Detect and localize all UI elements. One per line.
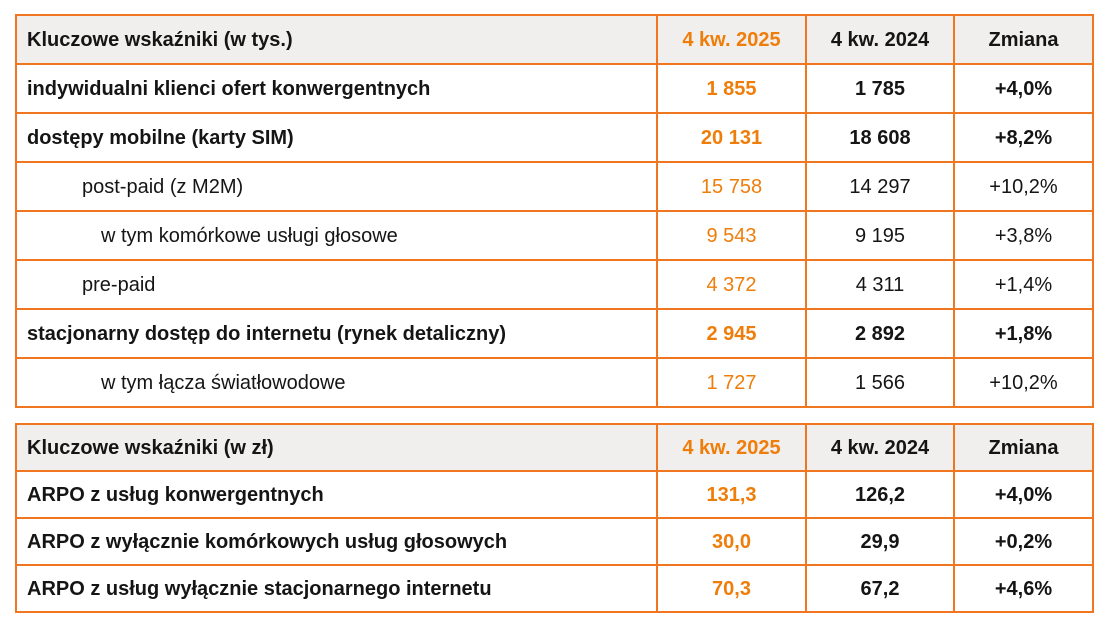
column-header-change: Zmiana [953,425,1092,470]
table-row: dostępy mobilne (karty SIM) 20 131 18 60… [17,112,1092,161]
column-header-4q2024: 4 kw. 2024 [805,425,953,470]
value-2025: 15 758 [656,163,805,210]
row-label: post-paid (z M2M) [82,175,244,198]
table-row: w tym komórkowe usługi głosowe 9 543 9 1… [17,210,1092,259]
value-change: +10,2% [953,359,1092,406]
table-row: ARPO z usług konwergentnych 131,3 126,2 … [17,470,1092,517]
value-2024: 29,9 [805,519,953,564]
row-label: ARPO z usług konwergentnych [27,483,324,506]
value-change: +4,0% [953,472,1092,517]
column-header-4q2024: 4 kw. 2024 [805,16,953,63]
value-change: +0,2% [953,519,1092,564]
kpi-table-thousands: Kluczowe wskaźniki (w tys.) 4 kw. 2025 4… [15,14,1094,408]
value-2025: 4 372 [656,261,805,308]
row-label: indywidualni klienci ofert konwergentnyc… [27,77,431,100]
value-change: +8,2% [953,114,1092,161]
value-2024: 14 297 [805,163,953,210]
column-header-indicators: Kluczowe wskaźniki (w zł) [17,425,656,470]
value-2025: 1 727 [656,359,805,406]
row-label: w tym łącza światłowodowe [101,371,346,394]
value-2024: 1 566 [805,359,953,406]
value-change: +4,0% [953,65,1092,112]
value-change: +3,8% [953,212,1092,259]
table-header-row: Kluczowe wskaźniki (w zł) 4 kw. 2025 4 k… [17,425,1092,470]
value-2024: 67,2 [805,566,953,611]
value-change: +10,2% [953,163,1092,210]
table-row: stacjonarny dostęp do internetu (rynek d… [17,308,1092,357]
value-2024: 2 892 [805,310,953,357]
table-row: ARPO z wyłącznie komórkowych usług głoso… [17,517,1092,564]
table-row: ARPO z usług wyłącznie stacjonarnego int… [17,564,1092,611]
row-label: w tym komórkowe usługi głosowe [101,224,398,247]
column-header-change: Zmiana [953,16,1092,63]
column-header-indicators: Kluczowe wskaźniki (w tys.) [17,16,656,63]
value-2025: 30,0 [656,519,805,564]
value-2025: 20 131 [656,114,805,161]
row-label: pre-paid [82,273,156,296]
value-2024: 126,2 [805,472,953,517]
table-row: w tym łącza światłowodowe 1 727 1 566 +1… [17,357,1092,406]
row-label: dostępy mobilne (karty SIM) [27,126,294,149]
value-2025: 2 945 [656,310,805,357]
value-2024: 4 311 [805,261,953,308]
value-2025: 9 543 [656,212,805,259]
column-header-4q2025: 4 kw. 2025 [656,16,805,63]
column-header-4q2025: 4 kw. 2025 [656,425,805,470]
table-row: post-paid (z M2M) 15 758 14 297 +10,2% [17,161,1092,210]
row-label: ARPO z usług wyłącznie stacjonarnego int… [27,577,492,600]
row-label: ARPO z wyłącznie komórkowych usług głoso… [27,530,508,553]
value-2024: 9 195 [805,212,953,259]
value-2025: 1 855 [656,65,805,112]
table-row: indywidualni klienci ofert konwergentnyc… [17,63,1092,112]
value-change: +1,4% [953,261,1092,308]
table-header-row: Kluczowe wskaźniki (w tys.) 4 kw. 2025 4… [17,16,1092,63]
value-2024: 18 608 [805,114,953,161]
value-change: +4,6% [953,566,1092,611]
value-2024: 1 785 [805,65,953,112]
value-2025: 131,3 [656,472,805,517]
value-change: +1,8% [953,310,1092,357]
kpi-table-pln: Kluczowe wskaźniki (w zł) 4 kw. 2025 4 k… [15,423,1094,613]
value-2025: 70,3 [656,566,805,611]
table-row: pre-paid 4 372 4 311 +1,4% [17,259,1092,308]
row-label: stacjonarny dostęp do internetu (rynek d… [27,322,506,345]
